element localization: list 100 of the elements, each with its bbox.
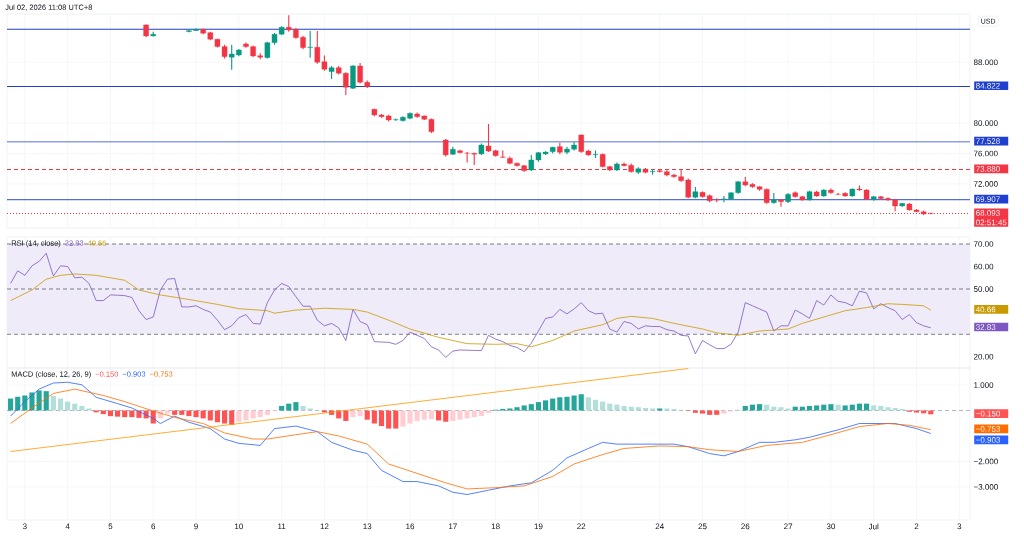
bar [714, 410, 720, 415]
bar [57, 398, 64, 411]
x-tick-label: 16 [406, 523, 415, 530]
candlestick [778, 198, 784, 208]
candlestick [849, 187, 856, 198]
bar [264, 410, 270, 415]
ref-line-label: 69.907 [976, 196, 1000, 202]
x-tick-label: Jul [868, 523, 879, 530]
bar [343, 410, 349, 421]
bar [721, 410, 727, 414]
bar [179, 410, 185, 415]
candlestick [806, 190, 813, 202]
bar [614, 404, 620, 411]
bar [364, 410, 370, 420]
bar [457, 410, 463, 420]
bar [635, 407, 641, 411]
bar [386, 410, 392, 429]
bar [806, 405, 813, 411]
x-tick-label: 3 [957, 523, 962, 530]
bar [650, 408, 656, 411]
bar [443, 410, 449, 422]
text: 02:51:45 [976, 219, 1007, 226]
bar [835, 404, 841, 411]
x-tick-label: 4 [65, 523, 70, 530]
ref-line-label: 84.822 [976, 82, 1000, 89]
candlestick [328, 65, 335, 80]
ref-line-label: 68.093 [976, 210, 1000, 216]
bar [543, 400, 549, 411]
x-tick-label: 10 [235, 523, 243, 530]
candlestick [828, 187, 834, 195]
bar [172, 410, 178, 415]
bar [621, 405, 627, 411]
x-tick-label: 6 [151, 523, 156, 530]
bar [550, 398, 556, 411]
bar [393, 410, 399, 429]
x-tick-label: 18 [491, 523, 500, 530]
bar [414, 410, 420, 421]
candlestick [821, 188, 827, 198]
bar [828, 404, 834, 411]
bar [164, 410, 171, 414]
x-tick-label: 3 [22, 523, 27, 530]
bar [72, 403, 78, 411]
bar [785, 408, 791, 411]
candlestick [442, 138, 449, 158]
bar [764, 404, 770, 411]
candlestick [307, 30, 313, 59]
bar [607, 403, 613, 411]
x-tick-label: 30 [826, 523, 836, 530]
bar [514, 407, 520, 411]
bar [913, 410, 920, 413]
bar [571, 395, 577, 411]
bar [592, 399, 599, 411]
bar [892, 407, 898, 411]
bar [842, 405, 848, 411]
y-tick-label: 50.00 [973, 286, 994, 292]
bar [371, 410, 377, 424]
bar [43, 391, 49, 411]
y-tick-label: 80.000 [973, 120, 998, 126]
bar [699, 410, 706, 414]
bar [707, 410, 713, 415]
text: 40.66 [975, 306, 996, 313]
bar [585, 397, 591, 411]
bar [236, 410, 242, 422]
bar [856, 403, 863, 411]
y-tick-label: 76.000 [973, 150, 998, 157]
x-tick-label: 11 [278, 523, 286, 530]
text: −0.903 [976, 437, 1001, 443]
bar [814, 405, 820, 411]
x-tick-label: 27 [784, 523, 793, 530]
y-tick-label: 20.00 [973, 353, 994, 360]
bar [65, 401, 71, 411]
y-tick-label: −3.000 [973, 484, 998, 490]
bar [864, 403, 870, 411]
y-tick-label: −2.000 [973, 458, 998, 465]
bar [849, 404, 855, 411]
bar [778, 407, 784, 411]
bar [799, 406, 805, 411]
bar [664, 408, 670, 411]
x-tick-label: 9 [194, 523, 198, 530]
x-tick-label: 2 [914, 523, 919, 530]
text: −0.150 [976, 410, 1001, 417]
bar [792, 406, 798, 411]
bar [400, 410, 406, 427]
x-tick-label: 12 [320, 523, 329, 530]
x-tick-label: 25 [698, 523, 707, 530]
bar [628, 406, 634, 411]
bar [642, 407, 649, 411]
bar [8, 398, 14, 411]
candlestick [771, 192, 777, 205]
bar [50, 396, 56, 411]
bar [885, 407, 891, 411]
bar [521, 405, 527, 411]
bar [535, 402, 542, 411]
x-tick-label: 22 [577, 523, 586, 530]
bar [749, 404, 756, 411]
bar [279, 405, 285, 411]
bar [657, 408, 663, 411]
bar [307, 408, 313, 411]
x-tick-label: 13 [363, 523, 372, 530]
bar [214, 410, 221, 423]
